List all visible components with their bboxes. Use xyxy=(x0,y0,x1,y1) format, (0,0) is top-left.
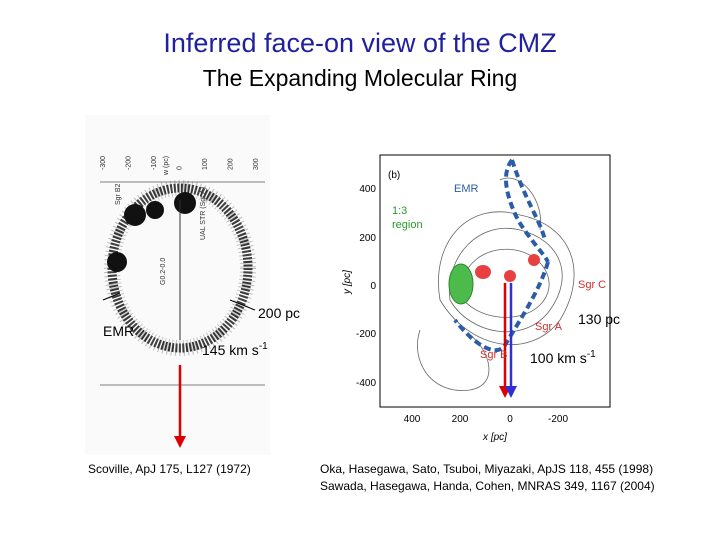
size-label: 130 pc xyxy=(578,311,620,327)
sgr-b-cloud xyxy=(475,265,491,279)
region-label: Sgr C xyxy=(578,279,606,291)
y-tick-label: -400 xyxy=(356,378,376,389)
x-tick-label: -200 xyxy=(548,414,568,425)
region-label: EMR xyxy=(454,183,479,195)
axis-tick-label: 300 xyxy=(253,158,260,170)
cloud xyxy=(174,192,196,214)
subtitle: The Expanding Molecular Ring xyxy=(203,65,518,91)
caption: Sawada, Hasegawa, Handa, Cohen, MNRAS 34… xyxy=(320,479,655,493)
y-tick-label: 200 xyxy=(359,233,376,244)
left-figure xyxy=(85,115,270,455)
region-label: 1:3 xyxy=(392,205,407,217)
y-axis-label: y [pc] xyxy=(342,270,353,295)
emr-outline xyxy=(504,158,550,263)
arrow-head xyxy=(505,386,517,398)
contours xyxy=(417,177,575,391)
cloud xyxy=(124,204,146,226)
velocity-label-text: 145 km s xyxy=(202,342,259,358)
cloud xyxy=(107,252,127,272)
pointer xyxy=(229,299,256,311)
y-tick-label: 400 xyxy=(359,184,376,195)
right-figure xyxy=(379,154,611,408)
velocity-label-exponent: -1 xyxy=(259,341,268,352)
x-tick-label: 0 xyxy=(507,414,513,425)
plot-frame xyxy=(379,154,611,408)
axis-tick-label: -100 xyxy=(151,156,158,170)
arrow-head xyxy=(174,436,186,448)
ring-label: EMR xyxy=(103,323,134,339)
region-label: Sgr B xyxy=(480,349,508,361)
sgr-a-cloud xyxy=(504,270,516,282)
x-tick-label: 400 xyxy=(404,414,421,425)
x-tick-label: 200 xyxy=(452,414,469,425)
y-tick-label: -200 xyxy=(356,329,376,340)
annotation: G0.2-0.0 xyxy=(160,258,167,285)
pointer xyxy=(102,292,121,301)
velocity-label: 145 km s-1 xyxy=(202,341,268,358)
axis-tick-label: 0 xyxy=(177,166,184,170)
sgr-c-cloud xyxy=(528,254,540,266)
region-label: Sgr A xyxy=(535,321,563,333)
velocity-label-exponent: -1 xyxy=(587,349,596,360)
axis-tick-label: 100 xyxy=(202,158,209,170)
caption: Oka, Hasegawa, Sato, Tsuboi, Miyazaki, A… xyxy=(320,462,653,476)
title: Inferred face-on view of the CMZ xyxy=(163,28,556,58)
caption: Scoville, ApJ 175, L127 (1972) xyxy=(88,462,251,476)
region-label: region xyxy=(392,219,423,231)
axis-tick-label: 200 xyxy=(228,158,235,170)
velocity-label-text: 100 km s xyxy=(530,350,587,366)
x-axis-label: x [pc] xyxy=(482,432,507,443)
cloud xyxy=(146,201,164,219)
panel-label: (b) xyxy=(388,170,400,181)
axis-tick-label: -300 xyxy=(100,156,107,170)
annotation: w (pc) xyxy=(163,156,170,176)
size-label: 200 pc xyxy=(258,305,300,321)
annotation: UAL STR (Sgr A) xyxy=(200,187,207,240)
y-tick-label: 0 xyxy=(370,281,376,292)
velocity-label: 100 km s-1 xyxy=(530,349,596,366)
axis-tick-label: -200 xyxy=(126,156,133,170)
region-1-3 xyxy=(448,263,474,305)
annotation: Sgr B2 xyxy=(115,183,122,205)
emr-outline xyxy=(510,159,547,241)
